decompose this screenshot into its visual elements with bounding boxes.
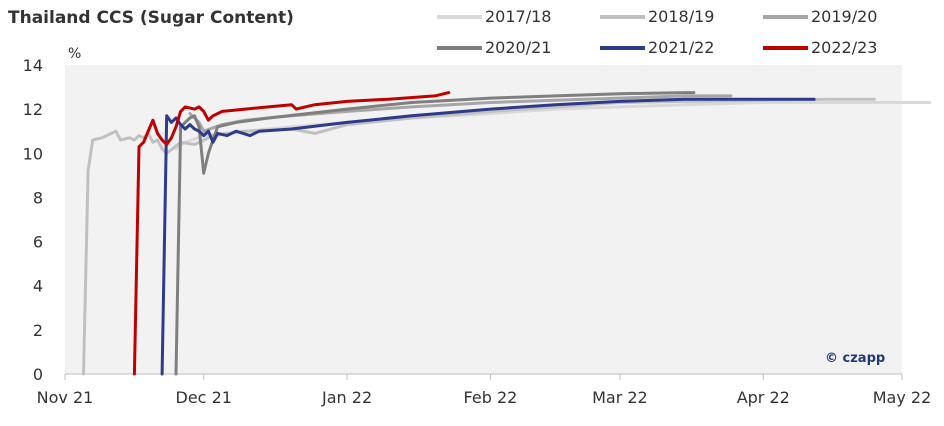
legend-label: 2018/19	[648, 7, 714, 26]
series-line-2019-20	[188, 94, 733, 133]
legend-label: 2022/23	[811, 38, 877, 57]
legend-item: 2022/23	[763, 38, 877, 57]
x-tick-label: Nov 21	[37, 388, 94, 407]
series-line-2022-23	[132, 91, 451, 376]
series-line-2021-22	[160, 97, 816, 376]
legend-item: 2020/21	[437, 38, 551, 57]
plot-background	[65, 65, 902, 374]
x-tick-label: May 22	[873, 388, 932, 407]
y-axis-unit: %	[68, 46, 81, 62]
y-tick-label: 4	[33, 277, 43, 296]
axes: 0 2 4 6 8 10 12 14 Nov 21 Dec 21 Jan 22 Feb 22 Mar 2…	[23, 56, 932, 407]
legend-item: 2017/18	[437, 7, 551, 26]
czapp-credit: © czapp	[825, 351, 885, 366]
legend: 2017/18 2018/19 2019/20 2020/21 2021/22 2022/…	[437, 7, 877, 57]
legend-label: 2017/18	[485, 7, 551, 26]
legend-label: 2019/20	[811, 7, 877, 26]
legend-item: 2019/20	[763, 7, 877, 26]
legend-item: 2021/22	[600, 38, 714, 57]
x-tick-label: Apr 22	[737, 388, 790, 407]
chart-title: Thailand CCS (Sugar Content)	[8, 8, 294, 28]
y-tick-label: 14	[23, 56, 43, 75]
y-tick-label: 2	[33, 321, 43, 340]
x-tick-label: Feb 22	[464, 388, 518, 407]
x-tick-label: Mar 22	[592, 388, 648, 407]
legend-label: 2020/21	[485, 38, 551, 57]
y-tick-label: 8	[33, 188, 43, 207]
legend-item: 2018/19	[600, 7, 714, 26]
y-tick-label: 10	[23, 144, 43, 163]
series-layer	[82, 91, 932, 376]
series-line-2020-21	[174, 91, 696, 376]
x-tick-label: Jan 22	[321, 388, 372, 407]
x-tick-label: Dec 21	[176, 388, 232, 407]
legend-label: 2021/22	[648, 38, 714, 57]
y-tick-label: 12	[23, 100, 43, 119]
y-tick-label: 6	[33, 233, 43, 252]
y-tick-label: 0	[33, 365, 43, 384]
